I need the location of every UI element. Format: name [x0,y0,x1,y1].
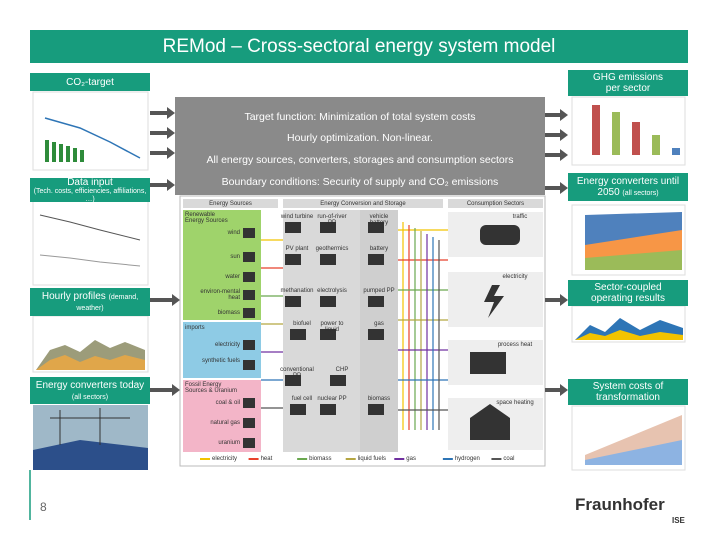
header: Consumption Sectors [466,201,525,207]
label-text: Data input [67,176,113,188]
ghg-thumbnail [571,96,686,166]
group-title: Renewable Energy Sources [185,212,228,224]
label-text: Hourly profiles [41,291,106,302]
converter: CHP [335,367,349,373]
label-text: Energy converters until 2050 [576,176,680,198]
input-label: Energy converters today (all sectors) [30,377,150,404]
converter: run-of-river PP [317,214,347,226]
header-bg [283,199,443,208]
legend-label: heat [260,456,273,462]
legend-label: hydrogen [454,456,480,462]
legend-label: coal [503,456,515,462]
output-label: System costs of transformation [568,379,688,405]
costs-thumbnail [571,405,686,471]
sector: process heat [497,342,533,348]
storage: vehicle battery [369,214,389,226]
storage: gas [374,321,384,327]
hourly-thumbnail [32,315,149,373]
legend-label: electricity [212,456,238,462]
source: wind [227,230,240,236]
output-label: Energy converters until 2050 (all sector… [568,173,688,201]
label-note: (all sectors) [622,190,659,197]
label-text: GHG emissions per sector [592,72,663,94]
converter: power to liquid [320,321,344,333]
logo-unit: ISE [672,516,685,525]
header: Energy Conversion and Storage [320,201,406,207]
source: environ-mental heat [200,289,240,301]
input-label: Hourly profiles (demand, weather) [30,288,150,316]
converter: conventional PP [280,367,314,379]
output-label: GHG emissions per sector [568,70,688,96]
group-title: Fossil Energy Sources & Uranium [185,382,238,394]
converter: PV plant [285,246,309,252]
model-line: Target function: Minimization of total s… [244,111,476,123]
label-text: System costs of transformation [592,381,664,403]
header-bg [183,199,278,208]
logo: Fraunhofer [575,495,665,514]
source: coal & oil [215,400,240,406]
label-note: (demand, weather) [76,294,139,312]
model-line: Boundary conditions: Security of supply … [221,176,499,188]
converter: wind turbine [280,214,314,220]
model-line: Hourly optimization. Non-linear. [287,132,433,144]
icons [243,222,384,448]
converter: geothermics [315,246,349,252]
data-input-thumbnail [32,199,149,286]
label-text: CO₂-target [66,76,114,88]
source: sun [230,254,240,260]
label-text: Sector-coupled operating results [591,282,665,304]
model-line: All energy sources, converters, storages… [206,154,514,166]
arrows [150,107,568,396]
photo-thumbnail [33,405,148,470]
output-label: Sector-coupled operating results [568,280,688,306]
co2-thumbnail [32,91,149,171]
input-label: Data input (Tech. costs, efficiencies, af… [30,176,150,203]
legend-label: gas [406,456,416,462]
renewables-box [183,210,261,320]
legend-label: liquid fuels [357,456,387,462]
label-note: (Tech. costs, efficiencies, affiliations… [33,187,147,203]
converter: fuel cell [291,396,313,402]
sector: space heating [496,400,534,406]
storage: battery [369,246,389,252]
operating-thumbnail [571,305,686,343]
title: REMod – Cross-sectoral energy system mod… [162,36,556,57]
header: Energy Sources [209,201,252,207]
storage: pumped PP [363,288,395,294]
input-label: CO₂-target [30,73,150,91]
label-text: Energy converters today [35,379,145,391]
model-box [175,97,545,195]
converters-2050-thumbnail [571,204,686,276]
source: synthetic fuels [201,358,240,364]
title-bar [30,30,688,63]
flows [200,222,502,460]
converter: electrolysis [317,288,347,294]
legend-label: biomass [309,456,332,462]
source: uranium [218,440,240,446]
sector-boxes [448,212,543,450]
converter: methanation [280,288,314,294]
label-note: (all sectors) [71,393,109,401]
page-number: 8 [40,500,47,514]
converter: nuclear PP [317,396,347,402]
source: biomass [217,310,240,316]
converter: biofuel [293,321,311,327]
header-bg [448,199,543,208]
source: electricity [214,342,240,348]
sector: traffic [512,214,528,220]
source: natural gas [210,420,240,426]
group-title: imports [185,325,205,331]
sector: electricity [502,274,528,280]
source: water [225,274,240,280]
storage: biomass [367,396,391,402]
